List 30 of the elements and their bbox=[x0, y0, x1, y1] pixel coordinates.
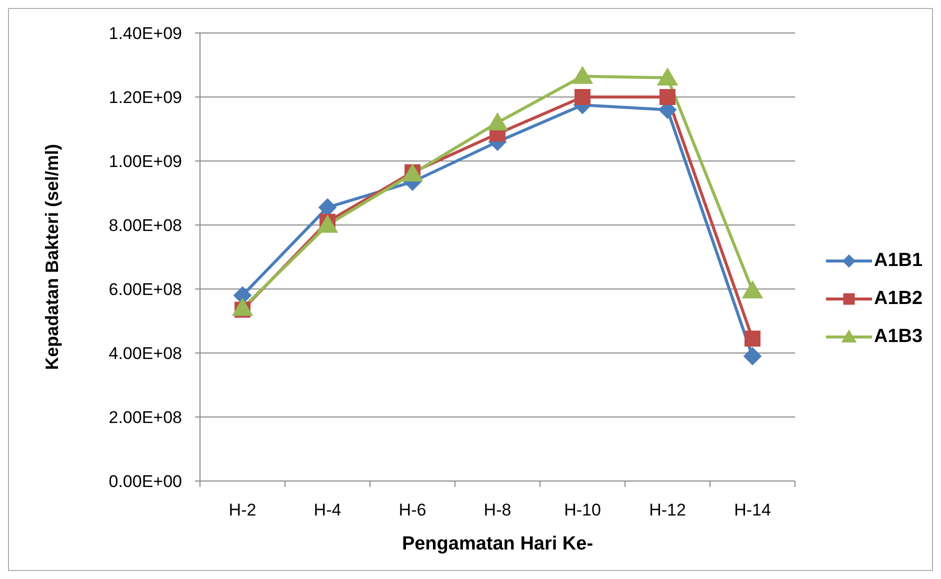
point bbox=[657, 68, 678, 86]
x-tick-label: H-2 bbox=[228, 500, 256, 520]
y-tick-label: 2.00E+08 bbox=[108, 408, 182, 428]
y-tick-label: 0.00E+00 bbox=[108, 472, 182, 492]
point bbox=[744, 330, 760, 347]
x-tick-label: H-8 bbox=[484, 500, 512, 520]
x-tick-label: H-12 bbox=[649, 500, 686, 520]
point bbox=[574, 89, 590, 105]
x-tick-label: H-10 bbox=[564, 500, 601, 520]
y-tick-label: 1.40E+09 bbox=[108, 24, 182, 44]
x-tick-label: H-4 bbox=[314, 500, 342, 520]
point bbox=[317, 215, 338, 233]
y-tick-label: 6.00E+08 bbox=[108, 280, 182, 300]
point bbox=[572, 66, 593, 84]
legend-label: A1B3 bbox=[874, 326, 923, 348]
point bbox=[744, 347, 762, 366]
point bbox=[487, 112, 508, 130]
y-axis-title: Kepadatan Bakteri (sel/ml) bbox=[42, 144, 62, 370]
y-tick-label: 4.00E+08 bbox=[108, 344, 182, 364]
y-tick-label: 1.20E+09 bbox=[108, 88, 182, 108]
point bbox=[742, 280, 763, 298]
x-tick-label: H-6 bbox=[398, 500, 426, 520]
x-axis-title: Pengamatan Hari Ke- bbox=[402, 534, 594, 554]
y-tick-label: 1.00E+09 bbox=[108, 152, 182, 172]
point bbox=[232, 298, 253, 316]
legend-label: A1B2 bbox=[874, 288, 923, 310]
y-tick-label: 8.00E+08 bbox=[108, 216, 182, 236]
x-tick-label: H-14 bbox=[734, 500, 771, 520]
point bbox=[660, 89, 676, 105]
legend-label: A1B1 bbox=[874, 250, 923, 272]
